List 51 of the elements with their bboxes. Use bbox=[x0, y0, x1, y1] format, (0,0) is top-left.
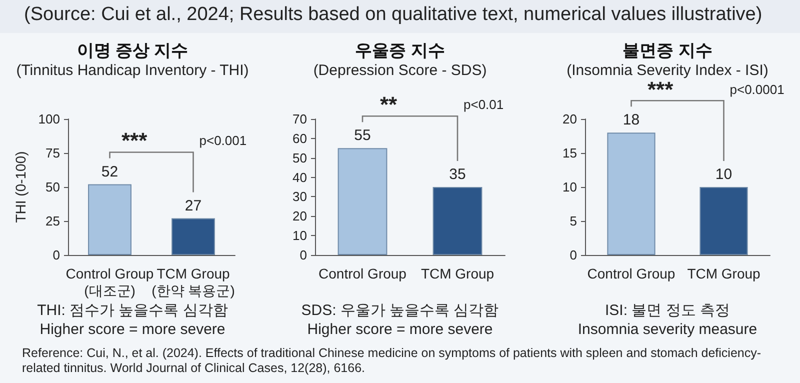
x-tick-label: Control Group bbox=[318, 266, 407, 282]
chart-subtitle: (Insomnia Severity Index - ISI) bbox=[566, 62, 768, 79]
annotation: *** bbox=[122, 128, 148, 154]
y-tick-label: 10 bbox=[562, 180, 577, 194]
data-label: 35 bbox=[449, 166, 466, 183]
y-tick-label: 40 bbox=[292, 170, 307, 185]
y-tick-label: 0 bbox=[300, 248, 307, 262]
y-tick-label: 50 bbox=[292, 150, 307, 166]
text: p<0.0001 bbox=[730, 82, 784, 97]
data-label: 18 bbox=[622, 112, 640, 129]
text: *** bbox=[648, 76, 674, 103]
chart-title: 불면증 지수 bbox=[622, 41, 712, 60]
y-axis-title: THI (0-100) bbox=[12, 151, 28, 223]
y-tick-label: 0 bbox=[52, 248, 60, 262]
text: SDS: 우울가 높을수록 심각함 bbox=[300, 301, 500, 320]
annotation: p<0.001 bbox=[199, 133, 247, 148]
y-tick-label: 15 bbox=[562, 146, 577, 160]
text: p<0.01 bbox=[464, 97, 504, 112]
y-tick-label: 20 bbox=[562, 112, 577, 126]
y-tick-label: 20 bbox=[292, 208, 307, 224]
y-tick-label: 30 bbox=[292, 189, 307, 204]
text: THI: 점수가 높을수록 심각함 bbox=[36, 301, 229, 320]
data-label: 27 bbox=[184, 197, 202, 214]
y-tick-label: 100 bbox=[38, 112, 60, 126]
y-tick-label: 5 bbox=[570, 214, 577, 228]
text: ** bbox=[380, 92, 398, 118]
x-tick-label: TCM Group bbox=[687, 266, 761, 282]
y-tick-label: 75 bbox=[46, 146, 60, 160]
y-tick-label: 50 bbox=[46, 180, 60, 194]
chart-title: 우울증 지수 bbox=[355, 41, 445, 60]
x-tick-label: TCM Group bbox=[420, 266, 494, 282]
chart-title: 이명 증상 지수 bbox=[76, 41, 188, 60]
text: ISI: 불면 정도 측정 bbox=[604, 301, 731, 320]
y-tick-label: 0 bbox=[570, 248, 577, 262]
text: Higher score = more severe bbox=[38, 320, 226, 339]
data-label: 52 bbox=[101, 163, 118, 180]
x-tick-label: Control Group bbox=[587, 266, 676, 282]
chart-subtitle: (Tinnitus Handicap Inventory - THI) bbox=[16, 62, 249, 79]
y-tick-label: 25 bbox=[46, 214, 60, 228]
x-tick-label: TCM Group (한약 복용군) bbox=[152, 266, 235, 298]
y-tick-label: 60 bbox=[292, 130, 307, 146]
x-tick-label: Control Group (대조군) bbox=[66, 266, 154, 298]
data-label: 55 bbox=[354, 127, 371, 144]
text: Higher score = more severe bbox=[306, 320, 494, 339]
text: Reference: Cui, N., et al. (2024). Effects of traditional Chinese medicine on symptoms of patients with spleen and stomach deficiency-related tinnitus. World Journal of Clinical Cases, 12(28), 6166. bbox=[22, 346, 762, 376]
text: Insomnia severity measure bbox=[576, 320, 758, 339]
chart-subtitle: (Depression Score - SDS) bbox=[313, 62, 487, 79]
text: (Source: Cui et al., 2024; Results based on qualitative text, numerical values illustrative) bbox=[0, 0, 800, 33]
y-tick-label: 70 bbox=[292, 112, 307, 126]
y-tick-label: 10 bbox=[292, 228, 307, 244]
data-label: 10 bbox=[715, 166, 732, 183]
